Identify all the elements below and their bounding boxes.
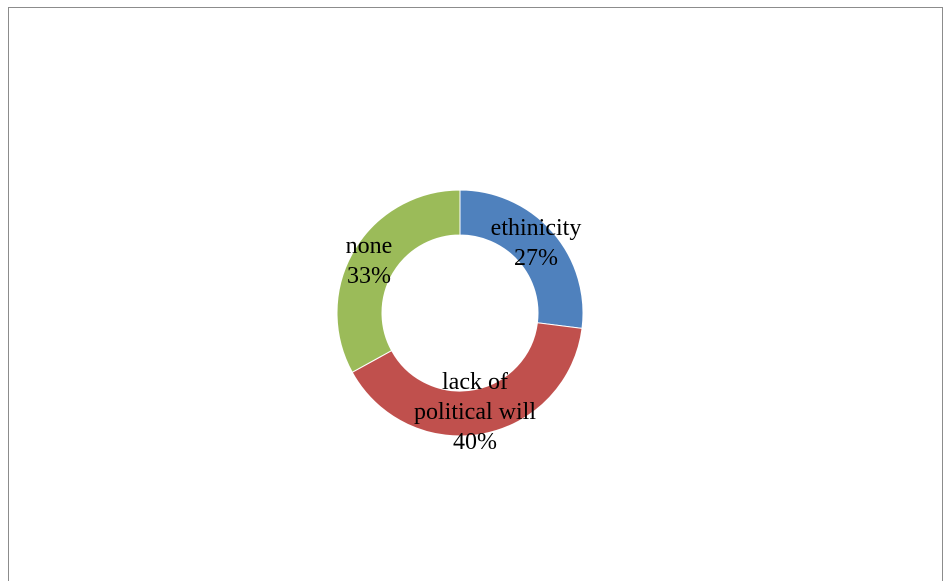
- data-label-ethinicity: ethinicity 27%: [491, 215, 582, 271]
- data-label-lack-of-political-will: lack of political will 40%: [414, 369, 536, 455]
- data-label-percent: 33%: [347, 263, 391, 289]
- donut-chart: ethinicity 27% lack of political will 40% non…: [336, 189, 584, 455]
- data-label-percent: 40%: [453, 429, 497, 455]
- data-label-category: political will: [414, 399, 536, 425]
- chart-area: ethinicity 27% lack of political will 40% non…: [8, 7, 943, 581]
- donut-slice-ethinicity: [459, 189, 584, 329]
- data-label-category: ethinicity: [491, 215, 582, 241]
- donut-slice-lack-of-political-will: [351, 322, 583, 437]
- data-label-category: lack of: [442, 369, 508, 395]
- data-label-category: none: [346, 233, 393, 259]
- donut-slice-none: [336, 189, 461, 373]
- data-label-percent: 27%: [514, 245, 558, 271]
- data-label-none: none 33%: [346, 233, 393, 289]
